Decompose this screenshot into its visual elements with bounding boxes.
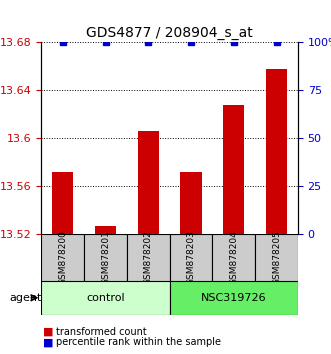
Title: GDS4877 / 208904_s_at: GDS4877 / 208904_s_at (86, 26, 253, 40)
Bar (223, 105, 245, 234)
Text: agent: agent (9, 293, 41, 303)
Text: GSM878201: GSM878201 (101, 230, 110, 285)
Text: GSM878200: GSM878200 (58, 230, 67, 285)
Text: NSC319726: NSC319726 (201, 293, 266, 303)
FancyBboxPatch shape (255, 234, 298, 280)
Text: transformed count: transformed count (56, 326, 147, 337)
Text: GSM878203: GSM878203 (186, 230, 196, 285)
Text: GSM878205: GSM878205 (272, 230, 281, 285)
Bar (95, 226, 116, 234)
FancyBboxPatch shape (84, 234, 127, 280)
FancyBboxPatch shape (213, 234, 255, 280)
Text: percentile rank within the sample: percentile rank within the sample (56, 337, 221, 347)
Text: GSM878202: GSM878202 (144, 230, 153, 285)
Text: control: control (86, 293, 125, 303)
FancyBboxPatch shape (127, 234, 169, 280)
FancyBboxPatch shape (169, 280, 298, 315)
Bar (52, 172, 73, 234)
Bar (180, 172, 202, 234)
Text: ■: ■ (43, 337, 54, 347)
FancyBboxPatch shape (41, 234, 84, 280)
Text: GSM878204: GSM878204 (229, 230, 238, 285)
FancyBboxPatch shape (169, 234, 213, 280)
Bar (138, 131, 159, 234)
FancyBboxPatch shape (41, 280, 169, 315)
Bar (266, 69, 287, 234)
Text: ■: ■ (43, 326, 54, 337)
